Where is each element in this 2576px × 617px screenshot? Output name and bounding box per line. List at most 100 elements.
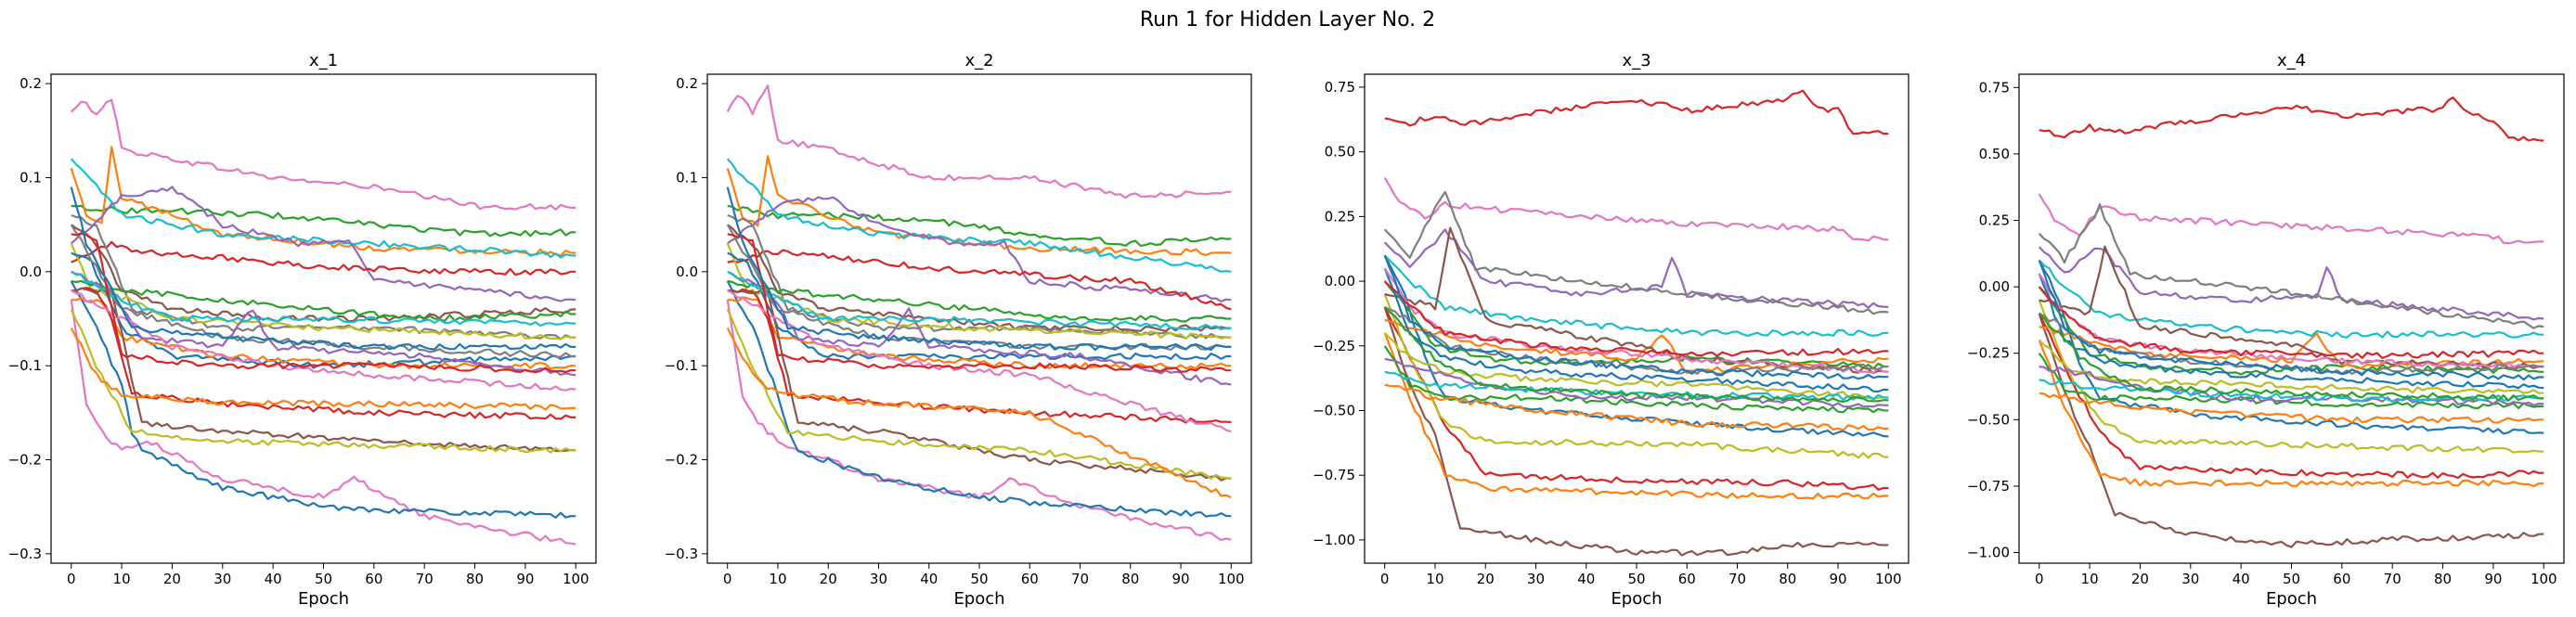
x-tick-label: 80	[2434, 571, 2452, 587]
y-tick-label: 0.1	[19, 169, 42, 186]
x-tick-label: 60	[365, 571, 382, 587]
x-axis-label: Epoch	[953, 589, 1004, 609]
series-line	[1384, 383, 1889, 431]
series-line	[71, 204, 576, 238]
y-tick-label: −0.25	[1313, 338, 1355, 354]
x-tick-label: 40	[920, 571, 938, 587]
x-tick-label: 0	[1380, 571, 1390, 587]
series-line	[71, 270, 576, 377]
series-line	[727, 204, 1232, 247]
series-line	[1383, 345, 1889, 414]
y-tick-label: −0.3	[8, 546, 42, 562]
series-line	[1383, 190, 1889, 315]
y-tick-label: 0.00	[1979, 278, 2010, 295]
series-line	[71, 232, 576, 374]
series-line	[726, 280, 1232, 518]
x-tick-label: 60	[1678, 571, 1696, 587]
series-group	[2038, 96, 2544, 548]
series-line	[70, 186, 576, 302]
y-tick-label: −0.75	[1967, 478, 2010, 495]
series-line	[2038, 259, 2544, 339]
series-line	[2038, 300, 2544, 454]
series-line	[726, 328, 1232, 499]
x-tick-label: 70	[1728, 571, 1746, 587]
series-line	[2038, 340, 2544, 488]
x-tick-label: 30	[214, 571, 231, 587]
series-line	[2038, 286, 2544, 359]
x-tick-label: 20	[163, 571, 181, 587]
y-tick-label: 0.75	[1325, 79, 1355, 96]
series-line	[1383, 306, 1889, 557]
x-tick-label: 10	[1426, 571, 1443, 587]
x-tick-label: 50	[2283, 571, 2300, 587]
series-line	[2038, 203, 2544, 329]
y-tick-label: −0.2	[665, 452, 698, 469]
series-line	[1383, 280, 1889, 357]
series-line	[727, 279, 1232, 323]
series-line	[2038, 246, 2544, 321]
x-tick-label: 100	[1218, 571, 1245, 587]
series-line	[2039, 392, 2544, 424]
subplot-x2: x_2 0 10 20 30 40 50 60 70 80 90 100 −0.3 −0.2 −0.1 0.0…	[665, 51, 1252, 609]
x-tick-label: 100	[1875, 571, 1902, 587]
series-line	[726, 84, 1232, 199]
series-line	[2038, 193, 2544, 245]
series-line	[1383, 267, 1889, 393]
x-tick-label: 40	[2233, 571, 2250, 587]
x-tick-label: 80	[466, 571, 484, 587]
x-tick-label: 70	[1071, 571, 1089, 587]
subplot-x1: x_1 0 10 20 30 40 50 60 70 80 90 100 −0.3 −0.2 −0.1 0.0…	[8, 51, 597, 609]
subplot-x3: x_3 0 10 20 30 40 50 60 70 80 90 100 −1.00 −0.75 −0.50…	[1313, 51, 1909, 609]
x-tick-label: 90	[1829, 571, 1846, 587]
y-tick-label: 0.2	[19, 75, 42, 92]
series-line	[70, 280, 576, 519]
series-line	[70, 146, 576, 257]
y-tick-label: 0.50	[1325, 144, 1355, 161]
figure-title: Run 1 for Hidden Layer No. 2	[1140, 8, 1435, 32]
series-line	[727, 224, 1232, 332]
x-tick-label: 90	[1171, 571, 1189, 587]
y-tick-label: −1.00	[1967, 545, 2010, 561]
y-tick-label: 0.50	[1979, 146, 2010, 162]
x-tick-label: 30	[2181, 571, 2199, 587]
series-line	[1383, 254, 1889, 337]
series-line	[726, 186, 1232, 352]
series-line	[727, 270, 1232, 331]
series-line	[71, 251, 576, 369]
x-axis-label: Epoch	[1611, 589, 1662, 609]
x-tick-label: 10	[113, 571, 131, 587]
x-tick-label: 30	[1527, 571, 1545, 587]
x-tick-label: 10	[769, 571, 786, 587]
series-line	[70, 186, 576, 351]
subplot-title: x_2	[964, 51, 993, 71]
x-tick-label: 20	[820, 571, 837, 587]
y-tick-label: −0.2	[8, 452, 42, 469]
x-tick-label: 50	[970, 571, 988, 587]
x-tick-label: 60	[2333, 571, 2350, 587]
series-line	[1383, 280, 1889, 370]
series-line	[2038, 313, 2544, 548]
series-line	[70, 308, 576, 454]
series-line	[727, 289, 1232, 433]
y-tick-label: −0.50	[1313, 402, 1355, 418]
y-tick-label: 0.2	[676, 75, 698, 92]
subplot-title: x_3	[1622, 51, 1650, 71]
series-group	[726, 84, 1232, 541]
series-line	[727, 196, 1232, 302]
x-tick-label: 50	[315, 571, 332, 587]
series-line	[727, 249, 1232, 311]
y-tick-label: −0.75	[1313, 467, 1355, 483]
series-line	[71, 289, 576, 392]
x-tick-label: 60	[1021, 571, 1039, 587]
series-line	[1383, 306, 1889, 491]
y-tick-label: 0.25	[1979, 212, 2010, 229]
x-tick-label: 80	[1779, 571, 1796, 587]
x-tick-label: 70	[416, 571, 434, 587]
x-tick-label: 40	[265, 571, 282, 587]
y-tick-label: −1.00	[1313, 532, 1355, 548]
y-tick-label: 0.0	[676, 264, 698, 280]
subplot-title: x_4	[2277, 51, 2306, 71]
x-tick-label: 70	[2384, 571, 2401, 587]
series-line	[71, 270, 576, 328]
